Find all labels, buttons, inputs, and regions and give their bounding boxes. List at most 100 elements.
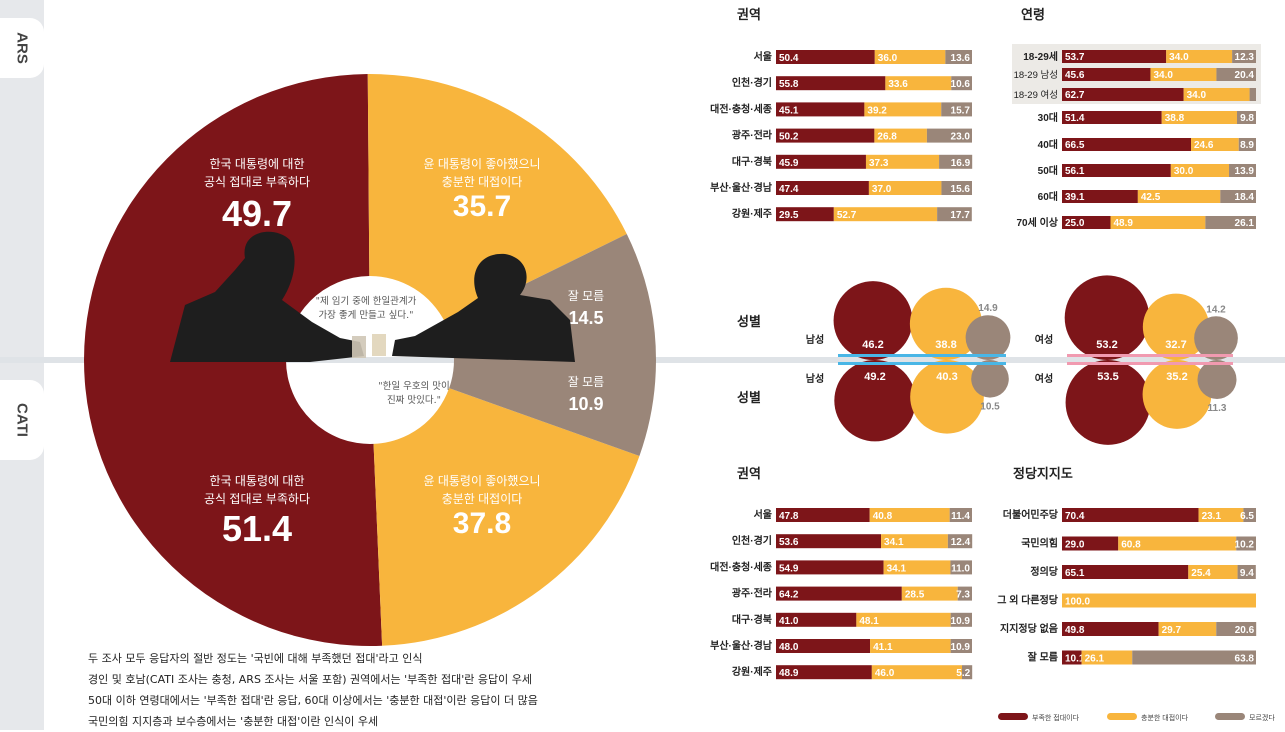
bar-value: 16.9: [951, 158, 971, 169]
bar-segment: [951, 76, 972, 91]
bar-value: 42.5: [1141, 192, 1161, 203]
row-label: 60대: [1038, 190, 1058, 203]
female-axis-line: [1067, 354, 1233, 357]
cati-sufficient-value: 37.8: [453, 507, 511, 540]
bar-value: 53.6: [779, 537, 799, 548]
gender-value: 14.9: [978, 303, 998, 314]
row-label: 18-29세: [1023, 50, 1058, 63]
bar-segment: [950, 612, 972, 627]
bar-segment: [776, 508, 870, 522]
gender-value: 49.2: [864, 371, 885, 383]
bar-value: 25.0: [1065, 218, 1085, 229]
bar-segment: [776, 154, 866, 169]
quote-1-line-2: 가장 좋게 만들고 싶다.": [318, 310, 413, 321]
bar-value: 48.0: [779, 642, 799, 653]
row-label: 잘 모름: [1028, 652, 1058, 664]
tab-ars[interactable]: ARS: [0, 18, 44, 78]
note-line-2: 경인 및 호남(CATI 조사는 충청, ARS 조사는 서울 포함) 권역에서…: [88, 673, 533, 686]
gender-value: 53.5: [1097, 371, 1118, 383]
bar-value: 46.0: [875, 668, 895, 679]
bar-value: 36.0: [878, 53, 898, 64]
bar-segment: [945, 50, 972, 64]
bar-value: 54.9: [779, 563, 799, 574]
gender-bubble: [1194, 316, 1238, 360]
tab-cati[interactable]: CATI: [0, 380, 44, 460]
quote-1-line-1: "제 임기 중에 한일관계가: [316, 295, 417, 307]
bar-segment: [1132, 650, 1256, 665]
bar-segment: [776, 612, 857, 627]
ars-sufficient-slice: [367, 73, 627, 324]
bar-value: 47.4: [779, 184, 799, 195]
bar-value: 29.7: [1162, 625, 1182, 636]
bar-value: 20.4: [1235, 70, 1255, 81]
bar-segment: [868, 181, 942, 195]
cati-deficient-label-2: 공식 접대로 부족하다: [204, 492, 310, 506]
cati-sufficient-slice: [373, 388, 640, 646]
cati-unknown-slice: [449, 360, 656, 456]
gender-value: 40.3: [936, 371, 957, 383]
bar-value: 39.1: [1065, 192, 1085, 203]
bar-segment: [776, 128, 875, 143]
bar-segment: [865, 154, 940, 169]
bar-value: 37.0: [872, 184, 892, 195]
bar-segment: [950, 639, 972, 653]
female-axis-line-2: [1067, 362, 1233, 365]
bar-value: 50.2: [779, 132, 799, 143]
row-label: 강원·제주: [732, 207, 772, 220]
bar-value: 12.4: [951, 537, 971, 548]
row-label: 그 외 다른정당: [997, 594, 1059, 607]
bar-segment: [856, 612, 951, 627]
bar-segment: [776, 50, 875, 64]
bar-value: 48.9: [1114, 218, 1134, 229]
bar-segment: [1118, 536, 1237, 551]
row-label: 18-29 여성: [1014, 89, 1058, 101]
ars-unknown-value: 14.5: [568, 308, 603, 328]
row-label: 서울: [754, 50, 772, 63]
legend-swatch: [998, 713, 1028, 720]
row-label: 50대: [1038, 164, 1058, 177]
summary-notes: 두 조사 모두 응답자의 절반 정도는 '국빈에 대해 부족했던 접대'라고 인…: [88, 648, 608, 732]
bar-segment: [949, 508, 972, 522]
row-label: 지지정당 없음: [1000, 622, 1058, 635]
chart-title: 권역: [737, 466, 761, 481]
bar-value: 50.4: [779, 53, 799, 64]
bar-value: 56.1: [1065, 166, 1085, 177]
gender-bubble: [1142, 293, 1210, 361]
bar-segment: [1191, 138, 1239, 151]
ars-age-chart: 연령 18-29세 53.7 34.0 12.3 18-29 남성 45.6 34.0 20.4…: [1014, 7, 1256, 229]
bar-value: 39.2: [867, 105, 887, 116]
bar-value: 41.1: [873, 642, 893, 653]
row-label: 더불어민주당: [1003, 508, 1059, 521]
bar-segment: [1062, 593, 1256, 608]
bar-segment: [1062, 68, 1151, 81]
legend-swatch: [1215, 713, 1245, 720]
bar-segment: [941, 181, 972, 195]
ars-unknown-label: 잘 모름: [568, 289, 604, 303]
bar-value: 5.2: [956, 668, 970, 679]
bar-value: 45.6: [1065, 70, 1085, 81]
bar-value: 10.2: [1235, 540, 1255, 551]
bar-value: 63.8: [1235, 654, 1255, 665]
ars-deficient-value: 49.7: [222, 193, 292, 234]
bar-segment: [1198, 508, 1244, 522]
cati-sufficient-label: 윤 대통령이 좋아했으니: [423, 474, 540, 488]
bar-value: 65.1: [1065, 568, 1085, 579]
bar-segment: [1062, 622, 1159, 636]
gender-value: 11.3: [1208, 403, 1227, 414]
bar-value: 47.8: [779, 511, 799, 522]
row-label: 부산·울산·경남: [710, 639, 773, 652]
gender-bubble: [1142, 360, 1212, 429]
bar-segment: [776, 534, 882, 549]
bar-value: 29.5: [779, 210, 799, 221]
bar-value: 30.0: [1174, 166, 1194, 177]
bar-segment: [776, 207, 834, 222]
bar-segment: [1249, 88, 1256, 101]
gender-label: 여성: [1035, 333, 1053, 346]
gender-bubble: [910, 360, 984, 434]
bar-segment: [1216, 622, 1257, 636]
bar-value: 45.9: [779, 158, 799, 169]
bar-value: 13.6: [951, 53, 971, 64]
